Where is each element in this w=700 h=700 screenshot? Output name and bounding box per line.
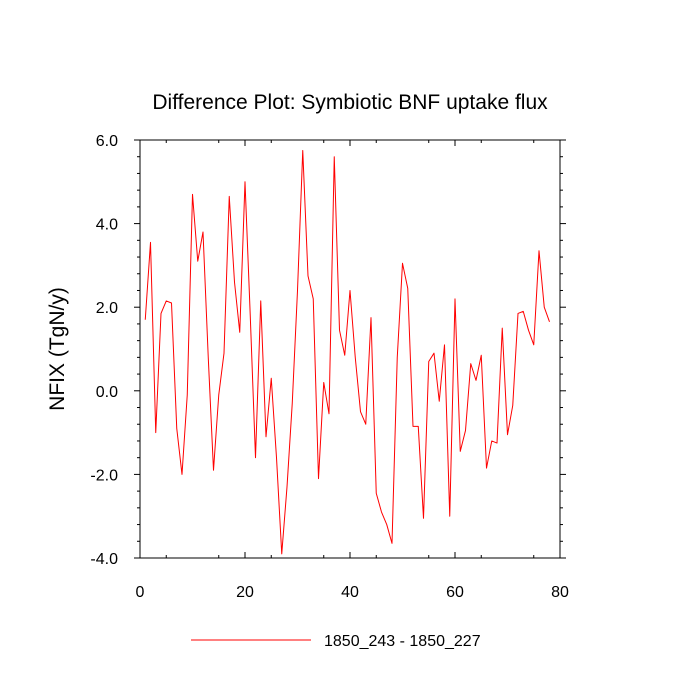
x-tick-labels: 0 20 40 60 80 <box>136 584 569 601</box>
series-lines <box>144 149 550 555</box>
y-axis-label: NFIX (TgN/y) <box>46 287 69 411</box>
legend-label: 1850_243 - 1850_227 <box>324 633 481 650</box>
x-tick-label: 0 <box>136 584 145 601</box>
y-tick-label: -4.0 <box>90 551 118 568</box>
y-tick-label: -2.0 <box>90 467 118 484</box>
y-tick-label: 0.0 <box>96 384 118 401</box>
chart-title: Difference Plot: Symbiotic BNF uptake fl… <box>152 91 548 114</box>
series-line <box>144 149 550 555</box>
y-tick-labels: -4.0 -2.0 0.0 2.0 4.0 6.0 <box>90 133 118 568</box>
axis-ticks <box>134 139 566 559</box>
y-tick-label: 2.0 <box>96 300 118 317</box>
x-tick-label: 60 <box>446 584 464 601</box>
x-tick-label: 40 <box>341 584 359 601</box>
x-tick-label: 20 <box>236 584 254 601</box>
legend: 1850_243 - 1850_227 <box>191 633 481 650</box>
x-tick-label: 80 <box>551 584 569 601</box>
y-tick-label: 4.0 <box>96 217 118 234</box>
plot-frame <box>139 139 561 559</box>
y-tick-label: 6.0 <box>96 133 118 150</box>
